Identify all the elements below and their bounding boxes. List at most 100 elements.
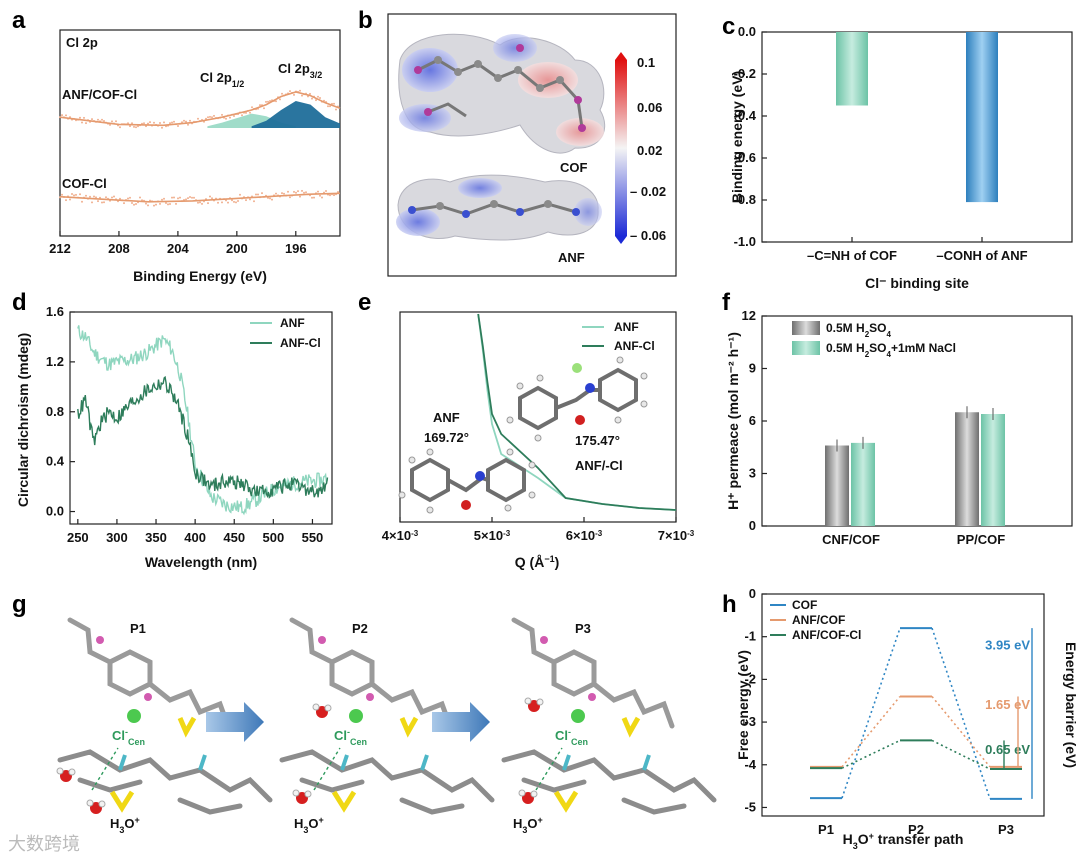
hydrogen-atom (86, 799, 94, 807)
xps-data-point (111, 196, 113, 199)
xps-data-point (187, 197, 189, 200)
sulfonate-group (109, 716, 197, 813)
legend-label: ANF/COF-Cl (792, 628, 861, 642)
panel-c-frame (761, 31, 1073, 243)
xps-data-point (209, 195, 211, 198)
xps-data-point (153, 204, 155, 207)
xps-data-point (85, 122, 87, 125)
xps-peak-2p32-fill (251, 101, 340, 128)
permeance-bar (955, 412, 979, 526)
xps-data-point (65, 199, 67, 202)
mechanism-scene (56, 617, 273, 815)
xps-data-point (79, 193, 81, 196)
hydrogen-atom (312, 703, 320, 711)
cof-fragment-lower (279, 749, 495, 815)
xps-data-point (159, 122, 161, 124)
transfer-path (313, 747, 341, 791)
hydrogen-atom (524, 697, 532, 705)
legend-swatch-h2so4 (792, 321, 820, 335)
xps-data-point (321, 196, 323, 199)
xps-data-point (65, 114, 67, 117)
barrier-label: 0.65 eV (985, 742, 1030, 757)
panel-label-d: d (12, 289, 27, 316)
xps-data-point (325, 190, 327, 192)
xps-data-point (301, 189, 303, 192)
xps-data-point (333, 194, 335, 197)
xps-data-point (177, 197, 179, 200)
xps-data-point (237, 200, 239, 202)
xps-data-point (281, 92, 283, 95)
xps-data-point (319, 194, 321, 197)
xps-data-point (129, 196, 131, 199)
e-anf-angle: 169.72° (424, 430, 469, 445)
xps-data-point (269, 197, 271, 200)
x-tick-label: 4×10-3 (382, 528, 419, 543)
xps-data-point (275, 100, 277, 103)
legend-anf-e: ANF (614, 320, 639, 334)
n-atom (540, 636, 548, 644)
xps-data-point (275, 192, 277, 195)
xps-data-point (289, 90, 291, 93)
xps-data-point (329, 105, 331, 108)
xps-data-point (259, 104, 261, 107)
y-tick-label: 12 (742, 308, 756, 323)
e-anf-name: ANF (433, 410, 460, 425)
n-atom (588, 693, 596, 701)
xps-data-point (221, 201, 223, 204)
xps-data-point (225, 199, 227, 202)
xps-data-point (127, 197, 129, 200)
xps-data-point (119, 126, 121, 129)
sulfonate-group (331, 716, 419, 813)
xps-data-point (135, 126, 137, 129)
peak-label-2p32: Cl 2p3/2 (278, 61, 322, 80)
y-tick-label: 0 (749, 586, 756, 601)
cl-cen-label-3: Cl-Cen (555, 727, 588, 747)
xps-data-point (297, 190, 299, 193)
xps-data-point (81, 121, 83, 124)
xps-data-point (329, 194, 331, 197)
y-tick-label: 0.4 (46, 454, 65, 469)
panel-c-ylabel: Binding energy (eV) (729, 71, 745, 203)
xps-data-point (335, 108, 337, 111)
xps-data-point (229, 116, 231, 119)
xps-data-point (227, 201, 229, 204)
xps-data-point (95, 196, 97, 199)
xps-data-point (185, 198, 187, 201)
xps-data-point (221, 113, 223, 116)
x-tick-label: 212 (49, 241, 71, 256)
panel-h-ylabel-right: Energy barrier (eV) (1063, 642, 1079, 768)
xps-data-point (281, 192, 283, 195)
y-tick-label: -0.6 (734, 150, 756, 165)
panel-e-xlabel: Q (Å−1) (515, 554, 560, 570)
xps-data-point (263, 107, 265, 110)
anf-label: ANF (558, 250, 585, 265)
xps-data-point (103, 201, 105, 204)
cof-fragment-upper (289, 617, 453, 729)
panel-g-mechanism: P1 P2 P3 Cl-Cen Cl-Cen Cl-Cen H3O+ H3O+ … (56, 617, 717, 835)
legend-label: COF (792, 598, 817, 612)
y-tick-label: 0.0 (46, 504, 64, 519)
xps-data-point (207, 202, 209, 205)
step-arrow-2 (432, 702, 490, 742)
energy-connector (841, 695, 901, 768)
xps-data-point (267, 100, 269, 103)
xps-data-point (253, 200, 255, 203)
xps-data-point (135, 203, 137, 205)
xps-data-point (193, 196, 195, 199)
watermark: 大数跨境 (8, 834, 80, 855)
state-label-p3: P3 (575, 621, 591, 636)
xps-data-point (137, 125, 139, 128)
xps-cof-cl-line (59, 192, 341, 203)
x-tick-label: 6×10-3 (566, 528, 603, 543)
xps-data-point (97, 200, 99, 203)
xps-data-point (311, 97, 313, 100)
panel-label-c: c (722, 13, 735, 40)
xps-data-point (185, 120, 187, 123)
xps-data-point (209, 115, 211, 118)
permeance-bar (981, 414, 1005, 526)
panel-d-xlabel: Wavelength (nm) (145, 554, 257, 570)
xps-data-point (91, 201, 93, 204)
xps-data-point (265, 100, 267, 103)
xps-data-point (133, 203, 135, 206)
